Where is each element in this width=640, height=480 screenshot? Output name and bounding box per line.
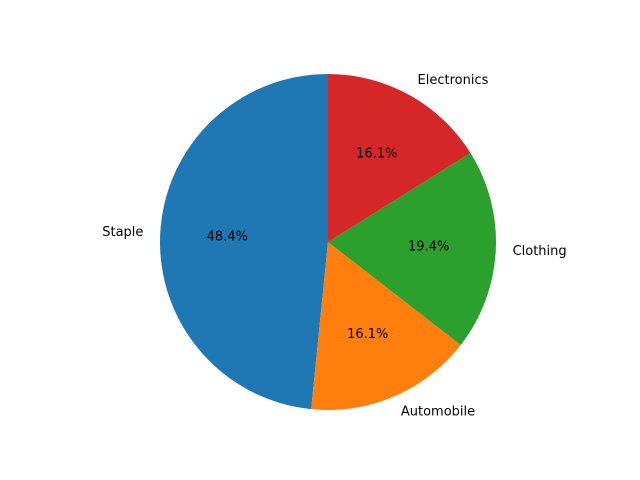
slice-label-clothing: Clothing <box>513 244 567 259</box>
percent-label-clothing: 19.4% <box>408 240 449 255</box>
pie-slice-electronics <box>328 74 471 242</box>
pie-slice-automobile <box>311 242 461 411</box>
percent-label-automobile: 16.1% <box>347 327 388 342</box>
percent-label-electronics: 16.1% <box>356 146 397 161</box>
slice-label-automobile: Automobile <box>401 404 475 419</box>
slice-label-staple: Staple <box>102 225 143 240</box>
pie-labels: Staple 48.4% Automobile 16.1% Clothing 19.4% E… <box>102 73 566 419</box>
pie-slice-clothing <box>328 152 496 345</box>
pie-slices <box>160 74 496 411</box>
slice-label-electronics: Electronics <box>418 73 489 88</box>
pie-slice-staple <box>160 74 328 410</box>
percent-label-staple: 48.4% <box>207 229 248 244</box>
